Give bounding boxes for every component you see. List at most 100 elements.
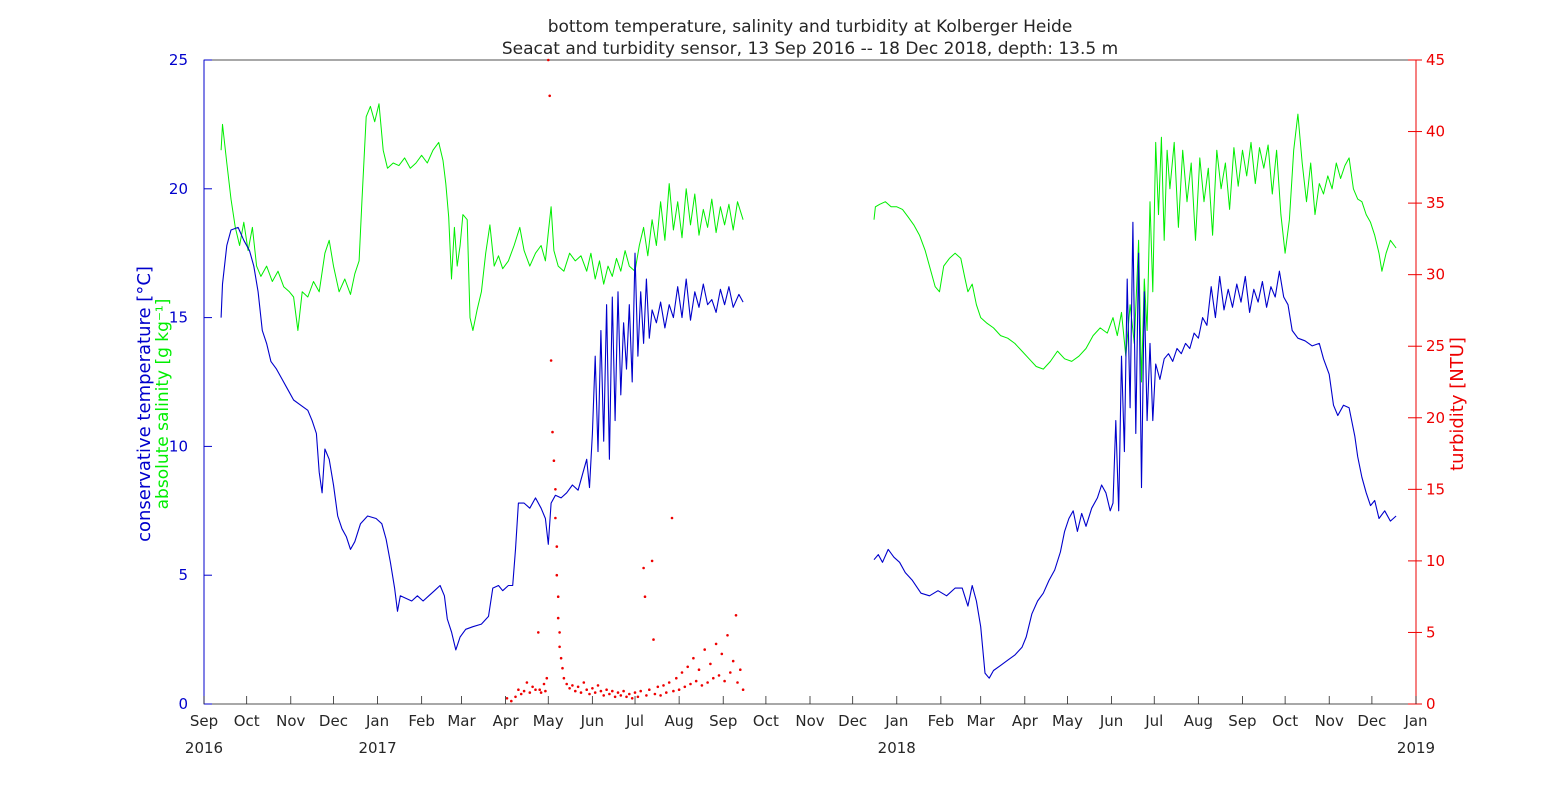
turbidity-point (650, 559, 654, 563)
turbidity-point (653, 692, 657, 696)
turbidity-point (697, 668, 701, 671)
right-tick-label: 10 (1426, 552, 1445, 570)
left-tick-label: 5 (178, 566, 188, 584)
turbidity-point (712, 676, 715, 680)
left-tick-label: 10 (169, 437, 188, 455)
turbidity-point (548, 94, 551, 98)
right-tick-label: 15 (1426, 480, 1445, 498)
x-year-label: 2018 (878, 739, 916, 757)
turbidity-point (659, 694, 662, 697)
turbidity-point (551, 430, 554, 434)
turbidity-point (558, 631, 561, 634)
turbidity-point (549, 359, 553, 362)
turbidity-point (554, 516, 557, 520)
x-tick-label: Feb (928, 712, 955, 730)
x-tick-label: Oct (753, 712, 779, 730)
turbidity-point (677, 688, 681, 691)
turbidity-point (686, 665, 689, 669)
turbidity-point (625, 695, 628, 699)
turbidity-point (700, 684, 704, 687)
turbidity-point (525, 681, 529, 684)
turbidity-point (680, 671, 684, 674)
turbidity-point (561, 666, 564, 670)
turbidity-point (729, 671, 732, 674)
x-tick-label: Jun (1099, 712, 1123, 730)
temperature-line-segment-2 (873, 221, 1397, 679)
turbidity-point (605, 688, 608, 691)
x-tick-label: Apr (493, 712, 520, 730)
turbidity-point (559, 656, 563, 660)
x-tick-label: May (1052, 712, 1083, 730)
x-tick-label: May (533, 712, 564, 730)
turbidity-point (555, 545, 559, 548)
turbidity-point (675, 676, 678, 680)
turbidity-point (522, 689, 526, 693)
turbidity-point (574, 689, 577, 693)
chart-title: bottom temperature, salinity and turbidi… (548, 17, 1073, 37)
turbidity-point (531, 685, 534, 689)
x-tick-label: Nov (276, 712, 305, 730)
turbidity-point (642, 566, 645, 570)
turbidity-point (670, 516, 674, 520)
turbidity-point (545, 676, 549, 680)
x-tick-label: Jan (1403, 712, 1427, 730)
turbidity-point (656, 685, 660, 689)
x-year-label: 2019 (1397, 739, 1435, 757)
turbidity-point (714, 642, 718, 646)
left-axis: 0 5 10 15 20 25 (169, 51, 212, 713)
x-tick-label: Aug (664, 712, 693, 730)
turbidity-point (741, 688, 745, 691)
turbidity-point (613, 695, 617, 699)
right-tick-label: 40 (1426, 123, 1445, 141)
turbidity-point (554, 488, 557, 491)
right-tick-label: 35 (1426, 194, 1445, 212)
turbidity-point (672, 689, 675, 693)
x-tick-label: Oct (1272, 712, 1298, 730)
x-tick-label: Dec (319, 712, 348, 730)
turbidity-point (528, 691, 532, 694)
turbidity-point (619, 694, 623, 697)
turbidity-point (731, 659, 735, 663)
turbidity-series (505, 58, 745, 703)
turbidity-point (633, 691, 637, 694)
turbidity-point (547, 58, 550, 62)
y-axis-label-temperature: conservative temperature [°C] (134, 266, 155, 542)
turbidity-point (622, 689, 625, 693)
x-tick-label: Jan (884, 712, 908, 730)
y-axis-label-turbidity: turbidity [NTU] (1447, 337, 1468, 471)
turbidity-point (555, 573, 559, 577)
turbidity-point (552, 459, 556, 463)
turbidity-point (579, 691, 583, 694)
turbidity-point (639, 689, 642, 693)
turbidity-point (556, 616, 560, 620)
turbidity-point (562, 676, 566, 680)
x-tick-label: Jun (580, 712, 604, 730)
x-tick-label: Dec (1357, 712, 1386, 730)
chart-subtitle: Seacat and turbidity sensor, 13 Sep 2016… (502, 39, 1118, 59)
left-tick-label: 20 (169, 180, 188, 198)
turbidity-point (689, 682, 692, 686)
salinity-line-segment-2 (873, 113, 1397, 383)
turbidity-point (571, 684, 574, 687)
turbidity-point (739, 668, 742, 671)
x-tick-label: Aug (1184, 712, 1213, 730)
turbidity-point (706, 681, 709, 684)
temperature-line-segment-1 (220, 226, 744, 651)
salinity-series (220, 103, 1397, 383)
y-axis-label-salinity: absolute salinity [g kg⁻¹] (153, 299, 173, 510)
turbidity-point (596, 684, 600, 687)
turbidity-point (667, 681, 671, 684)
x-tick-label: Jul (1144, 712, 1163, 730)
plot-frame (203, 59, 1417, 705)
right-tick-label: 30 (1426, 266, 1445, 284)
turbidity-point (616, 691, 620, 694)
turbidity-point (720, 652, 724, 656)
turbidity-point (534, 688, 537, 691)
left-tick-label: 15 (169, 309, 188, 327)
x-tick-label: Dec (838, 712, 867, 730)
x-tick-label: Mar (447, 712, 476, 730)
turbidity-point (648, 688, 651, 691)
turbidity-point (582, 681, 586, 684)
turbidity-point (630, 697, 634, 700)
